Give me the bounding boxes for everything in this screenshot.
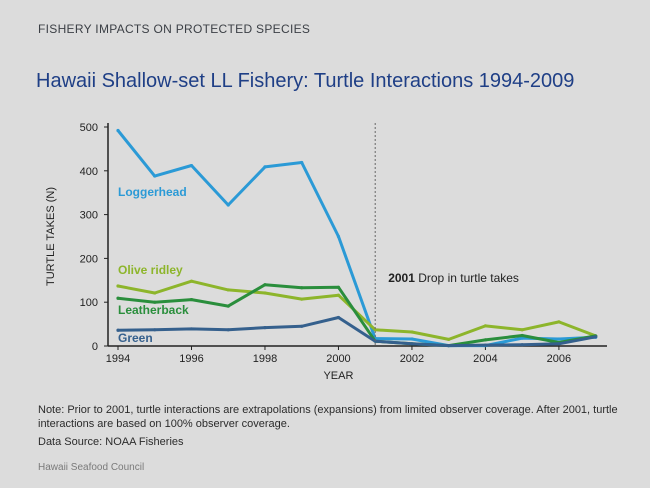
data-point — [520, 336, 524, 340]
data-point — [116, 296, 120, 300]
data-point — [263, 291, 267, 295]
data-point — [189, 297, 194, 302]
data-point — [373, 339, 377, 343]
y-tick-label: 400 — [80, 166, 98, 178]
data-point — [263, 165, 267, 169]
section-label: FISHERY IMPACTS ON PROTECTED SPECIES — [38, 22, 311, 36]
data-point — [153, 174, 157, 178]
y-tick-label: 300 — [80, 210, 98, 222]
data-point — [447, 337, 451, 342]
data-point — [410, 330, 414, 334]
data-point — [189, 279, 194, 283]
data-point — [520, 333, 524, 338]
annotation-year: 2001 — [388, 271, 415, 285]
y-tick-label: 100 — [80, 297, 98, 309]
series-label-green: Green — [118, 331, 153, 345]
data-point — [447, 343, 451, 348]
y-tick-label: 0 — [92, 341, 98, 353]
turtle-interactions-chart: 0 100 200 300 400 500 1994 1996 1998 2000 2002 2004… — [45, 122, 607, 382]
x-tick-label: 2000 — [326, 353, 350, 365]
footer-credit: Hawaii Seafood Council — [38, 462, 145, 473]
data-point — [300, 297, 304, 301]
x-tick-label: 1998 — [253, 353, 277, 365]
x-axis-label: YEAR — [323, 370, 353, 382]
data-point — [116, 284, 120, 288]
series-label-loggerhead: Loggerhead — [118, 185, 187, 199]
y-tick-label: 200 — [80, 253, 98, 265]
series-line-green — [116, 316, 598, 348]
x-tick-label: 1994 — [106, 353, 130, 365]
data-point — [483, 324, 488, 328]
data-source: Data Source: NOAA Fisheries — [38, 436, 184, 448]
x-tick-label: 2006 — [547, 353, 571, 365]
data-point — [263, 283, 267, 287]
x-tick-label: 1996 — [179, 353, 203, 365]
series-line-loggerhead — [116, 129, 598, 348]
data-point — [336, 315, 341, 320]
data-point — [226, 288, 230, 292]
data-point — [153, 328, 157, 332]
data-point — [189, 327, 194, 331]
data-point — [594, 335, 598, 339]
data-point — [336, 285, 341, 289]
data-point — [336, 234, 341, 239]
data-point — [557, 320, 561, 324]
data-point — [189, 163, 194, 168]
observer-coverage-note: Note: Prior to 2001, turtle interactions… — [38, 404, 618, 430]
data-point — [483, 343, 488, 347]
x-tick-label: 2004 — [473, 353, 497, 365]
data-point — [373, 328, 377, 332]
data-point — [226, 203, 230, 207]
data-point — [226, 328, 230, 332]
chart-title: Hawaii Shallow-set LL Fishery: Turtle In… — [36, 70, 575, 92]
data-point — [263, 326, 267, 330]
data-point — [410, 342, 414, 346]
y-axis-label: TURTLE TAKES (N) — [45, 187, 57, 286]
data-point — [483, 338, 488, 342]
data-point — [520, 328, 524, 332]
y-tick-label: 500 — [80, 122, 98, 134]
data-point — [557, 337, 561, 341]
series-label-olive-ridley: Olive ridley — [118, 263, 183, 277]
data-point — [153, 300, 157, 304]
data-point — [300, 324, 304, 328]
x-tick-label: 2002 — [400, 353, 424, 365]
data-point — [300, 286, 304, 290]
data-point — [153, 291, 157, 295]
data-point — [336, 293, 341, 297]
data-point — [116, 128, 120, 133]
data-point — [520, 343, 524, 347]
series-line-leatherback — [116, 283, 598, 348]
data-point — [226, 304, 230, 308]
data-point — [410, 337, 414, 341]
annotation-text: 2001 Drop in turtle takes — [388, 271, 519, 285]
series-label-leatherback: Leatherback — [118, 303, 189, 317]
annotation-caption: Drop in turtle takes — [415, 271, 519, 285]
data-point — [116, 328, 120, 332]
data-point — [557, 342, 561, 346]
data-point — [300, 160, 304, 165]
